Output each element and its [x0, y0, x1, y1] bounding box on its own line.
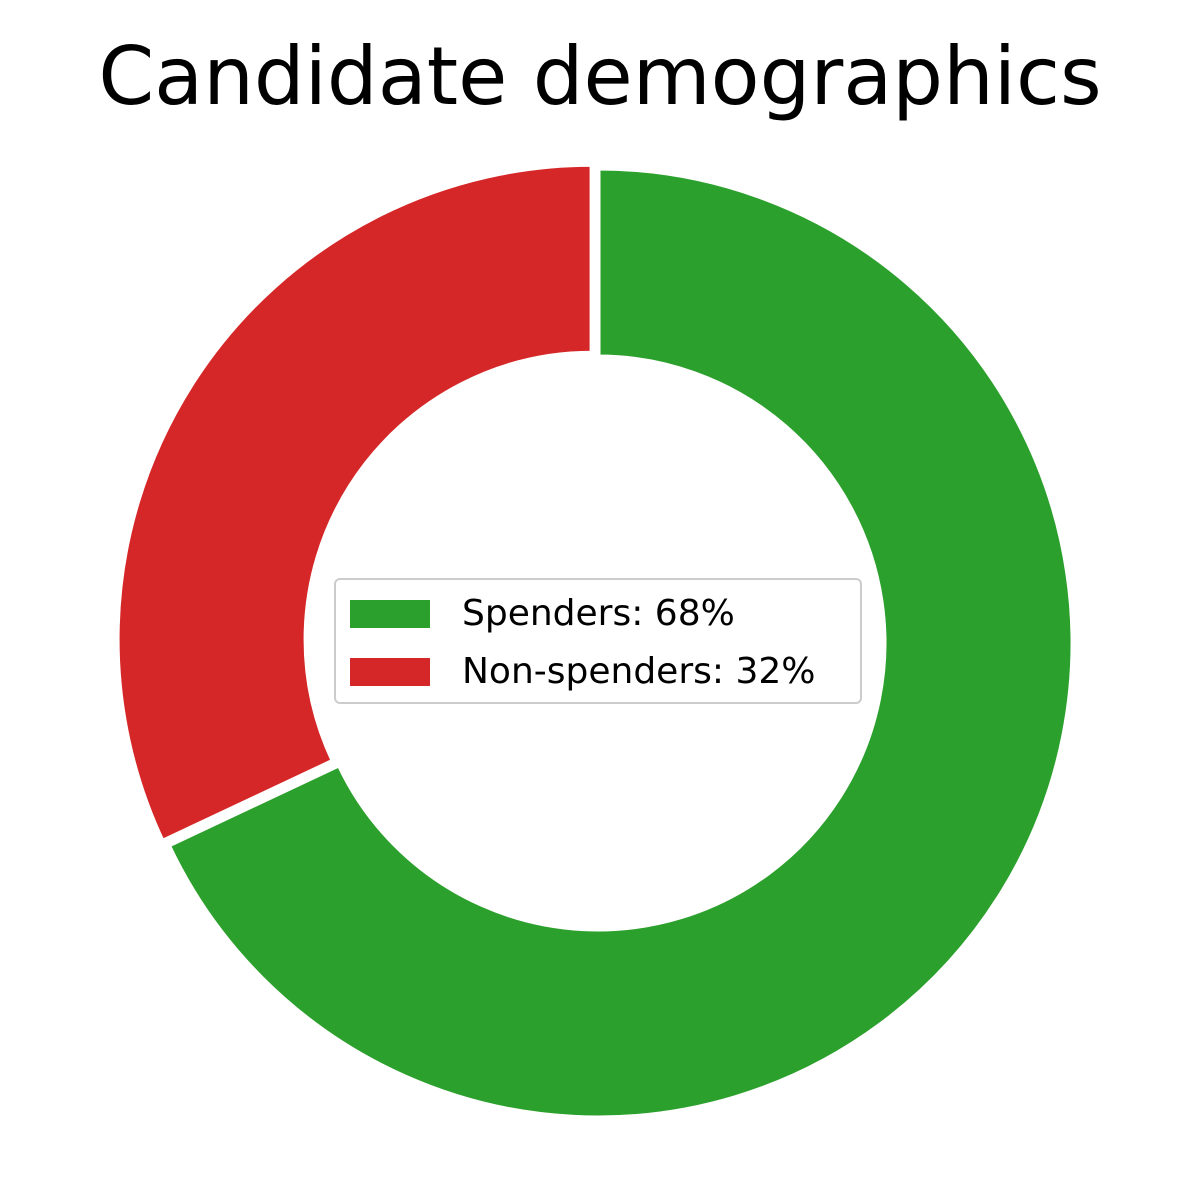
legend-label-spenders: Spenders: 68% [462, 593, 735, 634]
legend-swatch-spenders [350, 600, 430, 628]
legend-item-spenders: Spenders: 68% [350, 594, 735, 634]
donut-slices [114, 161, 1076, 1121]
donut-slice-spenders [164, 165, 1076, 1121]
legend-item-non-spenders: Non-spenders: 32% [350, 652, 815, 692]
legend: Spenders: 68% Non-spenders: 32% [334, 578, 862, 704]
chart-title: Candidate demographics [98, 30, 1102, 123]
legend-swatch-non-spenders [350, 658, 430, 686]
legend-label-non-spenders: Non-spenders: 32% [462, 651, 816, 692]
donut-slice-non-spenders [114, 161, 595, 845]
